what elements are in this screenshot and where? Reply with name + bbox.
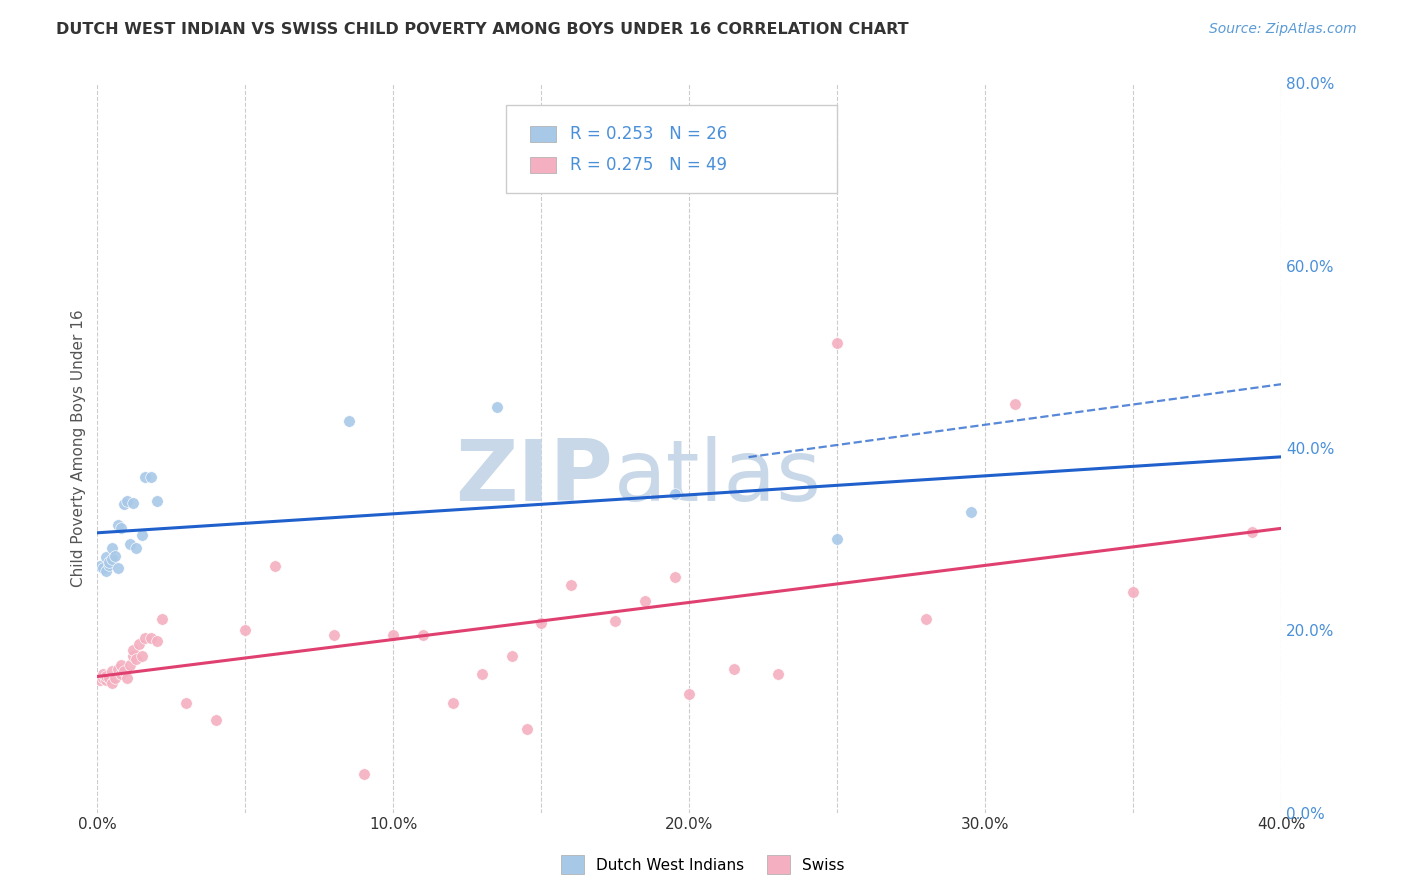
Point (723, 661, 745, 675)
Point (530, 615, 553, 630)
Point (96, 673, 118, 688)
Point (134, 631, 156, 645)
Point (264, 559, 287, 574)
Point (1122, 585, 1144, 599)
Point (101, 676, 124, 690)
Point (107, 661, 129, 675)
Point (664, 486, 686, 500)
Point (125, 541, 148, 556)
Point (122, 648, 145, 663)
Point (110, 521, 132, 535)
Point (104, 671, 127, 685)
Point (89, 559, 111, 574)
Text: atlas: atlas (613, 435, 821, 518)
Point (139, 470, 162, 484)
Point (827, 336, 849, 351)
Point (125, 652, 148, 666)
Text: R = 0.275   N = 49: R = 0.275 N = 49 (569, 156, 727, 174)
Point (107, 561, 129, 575)
Point (96, 564, 118, 578)
Text: ZIP: ZIP (454, 435, 613, 518)
Point (128, 637, 150, 651)
Point (1240, 524, 1263, 539)
Point (134, 470, 156, 484)
Point (91, 561, 114, 575)
Point (91, 671, 114, 685)
Text: DUTCH WEST INDIAN VS SWISS CHILD POVERTY AMONG BOYS UNDER 16 CORRELATION CHART: DUTCH WEST INDIAN VS SWISS CHILD POVERTY… (56, 22, 908, 37)
Point (485, 400, 508, 414)
Point (110, 667, 132, 681)
Legend: Dutch West Indians, Swiss: Dutch West Indians, Swiss (555, 849, 851, 880)
Point (323, 628, 346, 642)
Point (766, 667, 789, 681)
Point (112, 665, 135, 679)
Point (145, 634, 167, 648)
FancyBboxPatch shape (506, 105, 838, 193)
Point (501, 648, 523, 663)
Text: R = 0.253   N = 26: R = 0.253 N = 26 (569, 126, 727, 144)
Point (516, 722, 538, 736)
Text: Source: ZipAtlas.com: Source: ZipAtlas.com (1209, 22, 1357, 37)
Point (235, 624, 257, 638)
Point (91, 667, 114, 681)
Point (96, 550, 118, 565)
Point (959, 505, 981, 519)
Point (104, 549, 127, 563)
Point (98, 558, 121, 572)
Point (118, 537, 141, 551)
Point (204, 713, 226, 727)
Point (1004, 397, 1026, 411)
Point (664, 570, 686, 584)
Point (122, 496, 145, 510)
Bar (530, 127, 555, 143)
Point (441, 696, 464, 710)
Point (131, 648, 153, 663)
Point (98, 671, 121, 685)
Point (115, 493, 138, 508)
Point (827, 532, 849, 546)
Point (115, 671, 138, 685)
Point (145, 493, 167, 508)
Point (98, 555, 121, 569)
Point (96, 669, 118, 683)
Point (101, 552, 124, 566)
Point (915, 612, 938, 626)
Point (107, 518, 129, 533)
Point (174, 696, 197, 710)
Point (634, 594, 657, 608)
Point (605, 614, 627, 628)
Point (118, 657, 141, 672)
Y-axis label: Child Poverty Among Boys Under 16: Child Poverty Among Boys Under 16 (72, 310, 86, 587)
Bar (530, 157, 555, 173)
Point (382, 628, 405, 642)
Point (353, 767, 375, 781)
Point (101, 541, 124, 556)
Point (122, 643, 145, 657)
Point (110, 657, 132, 672)
Point (101, 665, 124, 679)
Point (337, 414, 360, 428)
Point (560, 577, 582, 591)
Point (139, 631, 162, 645)
Point (89, 673, 111, 688)
Point (471, 667, 494, 681)
Point (152, 612, 174, 626)
Point (131, 527, 153, 541)
Point (412, 628, 434, 642)
Point (678, 687, 700, 701)
Point (112, 498, 135, 512)
